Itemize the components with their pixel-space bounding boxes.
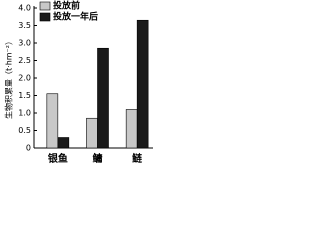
y-axis-label: 生物积累量（t·hm⁻²） xyxy=(4,37,14,119)
y-tick-label: 2.5 xyxy=(18,56,31,65)
y-tick-label: 3.5 xyxy=(18,21,31,30)
legend-swatch xyxy=(39,1,51,11)
bar xyxy=(97,47,109,149)
bar xyxy=(86,117,98,149)
legend-label: 投放一年后 xyxy=(53,11,98,23)
y-tick-label: 2.0 xyxy=(18,74,31,83)
y-tick-label: 1.5 xyxy=(18,91,31,100)
bar xyxy=(57,137,70,149)
legend-label: 投放前 xyxy=(53,0,80,12)
bar xyxy=(136,19,149,149)
x-tick-label: 鲢 xyxy=(132,152,142,165)
y-tick-label: 1.0 xyxy=(18,109,31,118)
chart: 生物积累量（t·hm⁻²） 0 0.5 1.0 1.5 2.0 2.5 3.0 3.5 4.0 银… xyxy=(4,0,153,165)
y-tick-label: 0 xyxy=(26,144,31,153)
bar xyxy=(46,93,59,149)
y-tick-label: 0.5 xyxy=(18,126,31,135)
bar xyxy=(125,109,138,149)
legend-swatch xyxy=(39,12,51,22)
y-tick-label: 4.0 xyxy=(18,4,31,13)
x-tick-label: 鳙 xyxy=(93,152,103,165)
y-tick-label: 3.0 xyxy=(18,39,31,48)
x-tick-label: 银鱼 xyxy=(48,152,68,165)
